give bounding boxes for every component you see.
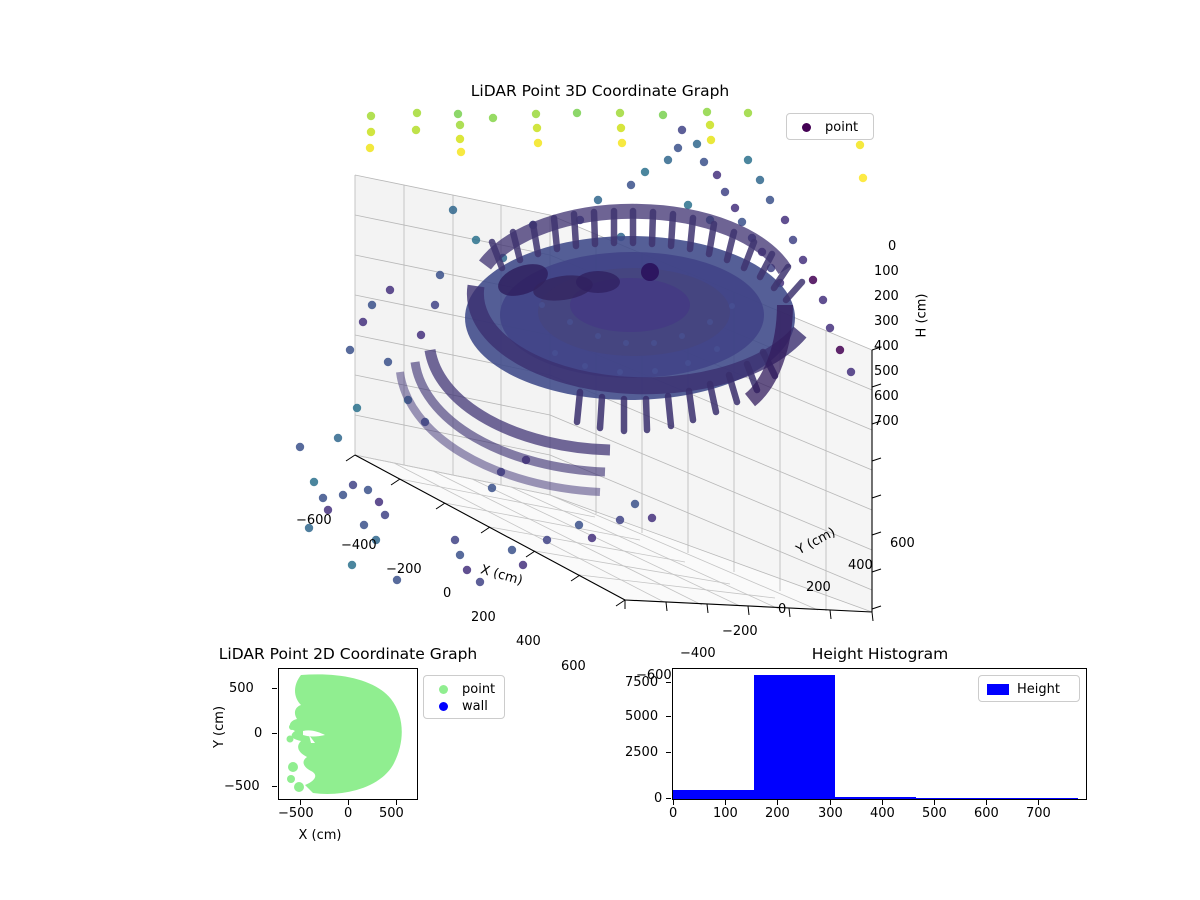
plot2d-title: LiDAR Point 2D Coordinate Graph	[218, 645, 478, 663]
plot2d-axes[interactable]	[278, 668, 418, 800]
plot3d-axes[interactable]	[280, 100, 920, 630]
plot2d-ytickmark-2	[272, 688, 277, 689]
histogram-bars	[673, 675, 1078, 799]
legend-label-height: Height	[1017, 682, 1060, 697]
plot3d-ztick-4: 400	[874, 339, 899, 354]
point-marker-icon	[795, 123, 817, 132]
histogram-xtickmark-2	[777, 800, 778, 805]
legend-label-point: point	[462, 682, 496, 697]
plot2d-xaxis-label: X (cm)	[298, 828, 342, 843]
histogram-xtickmark-7	[1038, 800, 1039, 805]
plot3d-outlier-points-mid	[295, 125, 856, 587]
plot3d-xtick-5: 400	[516, 634, 541, 649]
plot2d-ytick-0: −500	[224, 779, 260, 794]
plot2d-xtickmark-2	[396, 800, 397, 805]
plot3d-ztick-2: 200	[874, 289, 899, 304]
legend-label-point: point	[825, 120, 859, 135]
plot2d-legend[interactable]: point wall	[423, 675, 505, 719]
legend-item-point[interactable]: point	[432, 681, 496, 698]
point-marker-icon	[432, 685, 454, 694]
plot3d-main-point-cloud	[396, 203, 807, 496]
plot3d-title: LiDAR Point 3D Coordinate Graph	[470, 82, 730, 100]
histogram-xtick-5: 500	[922, 806, 947, 821]
histogram-xtickmark-5	[934, 800, 935, 805]
plot3d-ztick-1: 100	[874, 264, 899, 279]
plot3d-canvas	[295, 107, 882, 622]
histogram-bar-3	[916, 798, 997, 799]
histogram-xtick-2: 200	[765, 806, 790, 821]
plot3d-ticks	[345, 346, 882, 622]
height-swatch-icon	[987, 684, 1009, 695]
histogram-ytick-2: 5000	[625, 709, 659, 724]
plot3d-zaxis-label: H (cm)	[914, 293, 930, 338]
histogram-bar-0	[673, 790, 754, 799]
histogram-ytickmark-2	[666, 716, 671, 717]
plot3d-ytick-2: −200	[722, 624, 758, 639]
histogram-xtickmark-4	[882, 800, 883, 805]
legend-item-height[interactable]: Height	[987, 681, 1071, 698]
histogram-canvas	[673, 675, 1078, 799]
legend-label-wall: wall	[462, 699, 488, 714]
histogram-bar-4	[997, 798, 1078, 799]
histogram-bar-1	[754, 675, 835, 799]
plot3d-xtick-3: 0	[443, 586, 452, 601]
histogram-ytick-0: 0	[654, 791, 663, 806]
histogram-ytickmark-0	[666, 798, 671, 799]
histogram-bar-2	[835, 797, 916, 799]
histogram-xtick-0: 0	[669, 806, 678, 821]
plot3d-xtick-1: −400	[341, 538, 377, 553]
histogram-xtickmark-1	[725, 800, 726, 805]
histogram-xtick-7: 700	[1026, 806, 1051, 821]
plot2d-xtickmark-0	[300, 800, 301, 805]
plot2d-ytickmark-1	[272, 733, 277, 734]
histogram-legend[interactable]: Height	[978, 675, 1080, 702]
legend-item-wall[interactable]: wall	[432, 698, 496, 715]
histogram-xtick-1: 100	[713, 806, 738, 821]
histogram-xtickmark-3	[830, 800, 831, 805]
histogram-xtick-3: 300	[818, 806, 843, 821]
plot3d-xtick-0: −600	[296, 513, 332, 528]
plot3d-legend[interactable]: point	[786, 113, 874, 140]
histogram-ytick-1: 2500	[625, 745, 659, 760]
plot3d-ztick-7: 700	[874, 414, 899, 429]
plot3d-ytick-6: 600	[890, 536, 915, 551]
histogram-ytickmark-3	[666, 682, 671, 683]
plot3d-ztick-3: 300	[874, 314, 899, 329]
plot2d-ytick-1: 0	[254, 726, 263, 741]
plot3d-xtick-6: 600	[561, 659, 586, 674]
histogram-xtick-4: 400	[870, 806, 895, 821]
plot3d-ytick-0: −600	[636, 668, 672, 683]
wall-marker-icon	[432, 702, 454, 711]
plot3d-ztick-0: 0	[888, 239, 897, 254]
plot3d-xtick-2: −200	[386, 562, 422, 577]
histogram-xtickmark-0	[673, 800, 674, 805]
plot3d-xtick-4: 200	[471, 610, 496, 625]
histogram-title: Height Histogram	[811, 645, 949, 663]
plot3d-ytick-5: 400	[848, 558, 873, 573]
plot3d-ztick-5: 500	[874, 364, 899, 379]
histogram-xtickmark-6	[986, 800, 987, 805]
histogram-ytickmark-1	[666, 752, 671, 753]
plot2d-xtick-0: −500	[278, 806, 314, 821]
plot2d-xtickmark-1	[348, 800, 349, 805]
plot2d-ytickmark-0	[272, 786, 277, 787]
plot2d-canvas	[286, 674, 402, 794]
plot2d-yaxis-label: Y (cm)	[212, 705, 227, 749]
histogram-xtick-6: 600	[974, 806, 999, 821]
plot3d-outlier-points-high	[365, 107, 868, 183]
plot3d-ytick-3: 0	[778, 602, 787, 617]
plot2d-xtick-2: 500	[379, 806, 404, 821]
plot2d-point-cloud	[289, 674, 402, 794]
legend-item-point[interactable]: point	[795, 119, 865, 136]
plot3d-ytick-1: −400	[680, 646, 716, 661]
plot2d-ytick-2: 500	[229, 681, 254, 696]
plot2d-notch	[303, 730, 325, 737]
plot2d-xtick-1: 0	[344, 806, 353, 821]
plot3d-ytick-4: 200	[806, 580, 831, 595]
plot3d-ztick-6: 600	[874, 389, 899, 404]
histogram-ytick-3: 7500	[625, 675, 659, 690]
